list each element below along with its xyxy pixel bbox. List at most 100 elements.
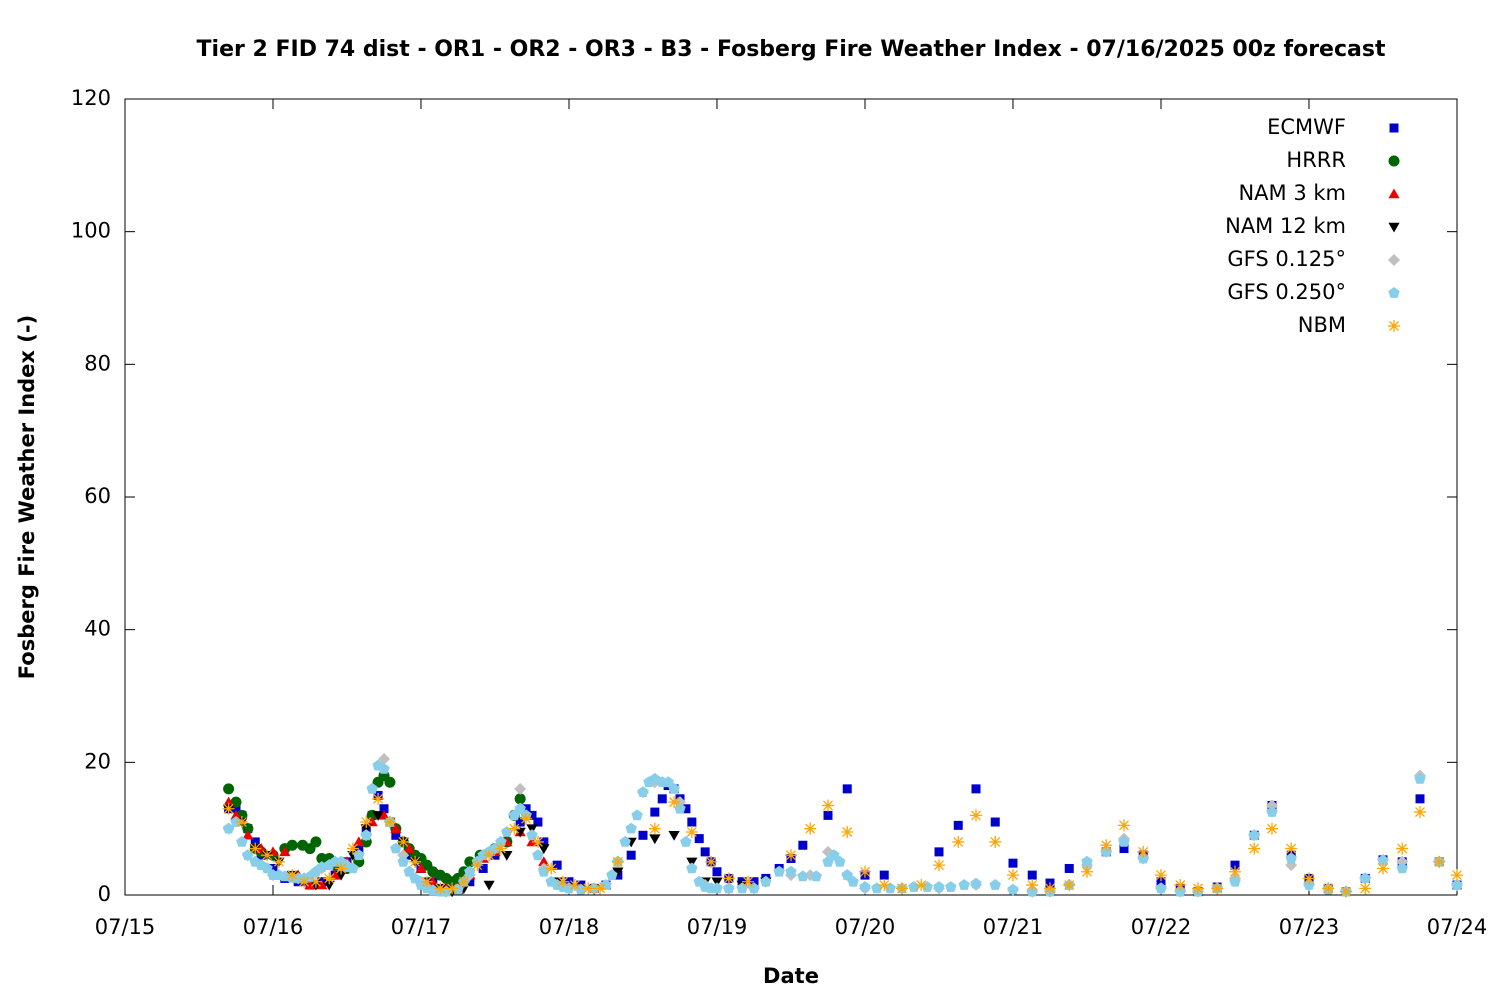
marker-pentagon: [625, 822, 637, 834]
marker-square: [712, 867, 722, 877]
marker-triangle: [335, 870, 347, 881]
marker-square: [391, 830, 401, 840]
marker-star: [648, 822, 661, 835]
marker-pentagon: [606, 869, 618, 880]
y-tick-label: 120: [71, 86, 111, 110]
legend-marker: [1388, 222, 1400, 233]
marker-pentagon: [1451, 879, 1463, 890]
marker-square: [700, 847, 710, 857]
x-axis-label: Date: [763, 964, 819, 988]
legend-label: GFS 0.250°: [1227, 280, 1346, 304]
marker-triangle: [612, 867, 624, 878]
marker-circle: [286, 839, 298, 851]
marker-star: [372, 792, 385, 805]
marker-star: [323, 872, 336, 885]
marker-triangle: [483, 880, 495, 891]
marker-star: [1433, 855, 1446, 868]
marker-pentagon: [859, 881, 871, 892]
legend-label: HRRR: [1286, 148, 1346, 172]
marker-pentagon: [261, 862, 273, 874]
marker-square: [1119, 844, 1129, 854]
marker-triangle: [223, 796, 235, 807]
legend-marker: [1389, 123, 1399, 133]
y-tick-label: 0: [98, 882, 111, 906]
marker-triangle: [279, 846, 291, 857]
marker-star: [298, 875, 311, 888]
marker-square: [533, 817, 543, 827]
legend-marker: [1388, 320, 1400, 332]
marker-triangle: [304, 879, 316, 890]
marker-pentagon: [619, 835, 631, 847]
marker-star: [1007, 869, 1019, 882]
marker-triangle: [323, 880, 335, 891]
x-tick-label: 07/24: [1427, 915, 1488, 939]
marker-star: [346, 842, 359, 855]
marker-pentagon: [526, 829, 538, 841]
marker-square: [990, 817, 1000, 827]
x-tick-label: 07/21: [983, 915, 1044, 939]
marker-pentagon: [841, 869, 853, 880]
marker-star: [1248, 842, 1261, 855]
marker-pentagon: [933, 881, 945, 892]
marker-star: [1322, 882, 1335, 895]
marker-pentagon: [668, 782, 680, 794]
marker-circle: [384, 776, 396, 788]
marker-star: [1377, 862, 1389, 875]
marker-star: [1340, 885, 1352, 898]
marker-star: [557, 875, 570, 888]
legend-marker: [1388, 254, 1400, 266]
marker-square: [250, 837, 260, 847]
marker-star: [841, 825, 854, 838]
marker-star: [1414, 806, 1426, 819]
marker-star: [1026, 879, 1039, 892]
x-tick-label: 07/16: [243, 915, 304, 939]
marker-pentagon: [1377, 854, 1389, 866]
marker-square: [823, 810, 833, 820]
marker-triangle: [230, 809, 242, 820]
marker-triangle: [711, 877, 723, 888]
marker-triangle: [649, 834, 661, 845]
marker-pentagon: [834, 855, 846, 867]
marker-square: [657, 794, 667, 804]
x-tick-label: 07/23: [1279, 915, 1340, 939]
marker-pentagon: [600, 879, 612, 890]
marker-star: [1118, 819, 1130, 832]
marker-triangle: [538, 856, 550, 867]
marker-pentagon: [1118, 835, 1130, 847]
y-axis-label: Fosberg Fire Weather Index (-): [15, 315, 39, 679]
marker-square: [1027, 870, 1037, 880]
y-tick-label: 20: [84, 749, 111, 773]
x-tick-label: 07/19: [687, 915, 748, 939]
marker-star: [970, 809, 982, 822]
marker-square: [1064, 863, 1074, 873]
marker-star: [915, 879, 928, 892]
marker-star: [742, 875, 755, 888]
marker-star: [1359, 882, 1372, 895]
marker-pentagon: [810, 870, 822, 882]
legend-label: ECMWF: [1267, 115, 1346, 139]
x-tick-label: 07/15: [95, 915, 156, 939]
marker-star: [685, 825, 698, 838]
marker-star: [286, 869, 299, 882]
marker-square: [478, 863, 488, 873]
marker-star: [1063, 879, 1076, 892]
marker-triangle: [316, 879, 328, 890]
marker-pentagon: [711, 882, 723, 894]
x-tick-label: 07/18: [539, 915, 600, 939]
marker-star: [989, 835, 1002, 848]
marker-star: [1211, 882, 1224, 895]
marker-pentagon: [1266, 806, 1278, 817]
marker-pentagon: [390, 842, 402, 854]
marker-star: [494, 842, 507, 855]
marker-star: [397, 835, 410, 848]
marker-star: [1192, 882, 1204, 895]
marker-star: [272, 855, 285, 868]
marker-square: [638, 830, 648, 840]
marker-star: [457, 875, 470, 888]
marker-star: [878, 879, 891, 892]
marker-star: [896, 882, 908, 895]
marker-pentagon: [637, 786, 649, 797]
marker-star: [804, 822, 817, 835]
marker-pentagon: [1155, 882, 1167, 894]
marker-square: [842, 784, 852, 794]
